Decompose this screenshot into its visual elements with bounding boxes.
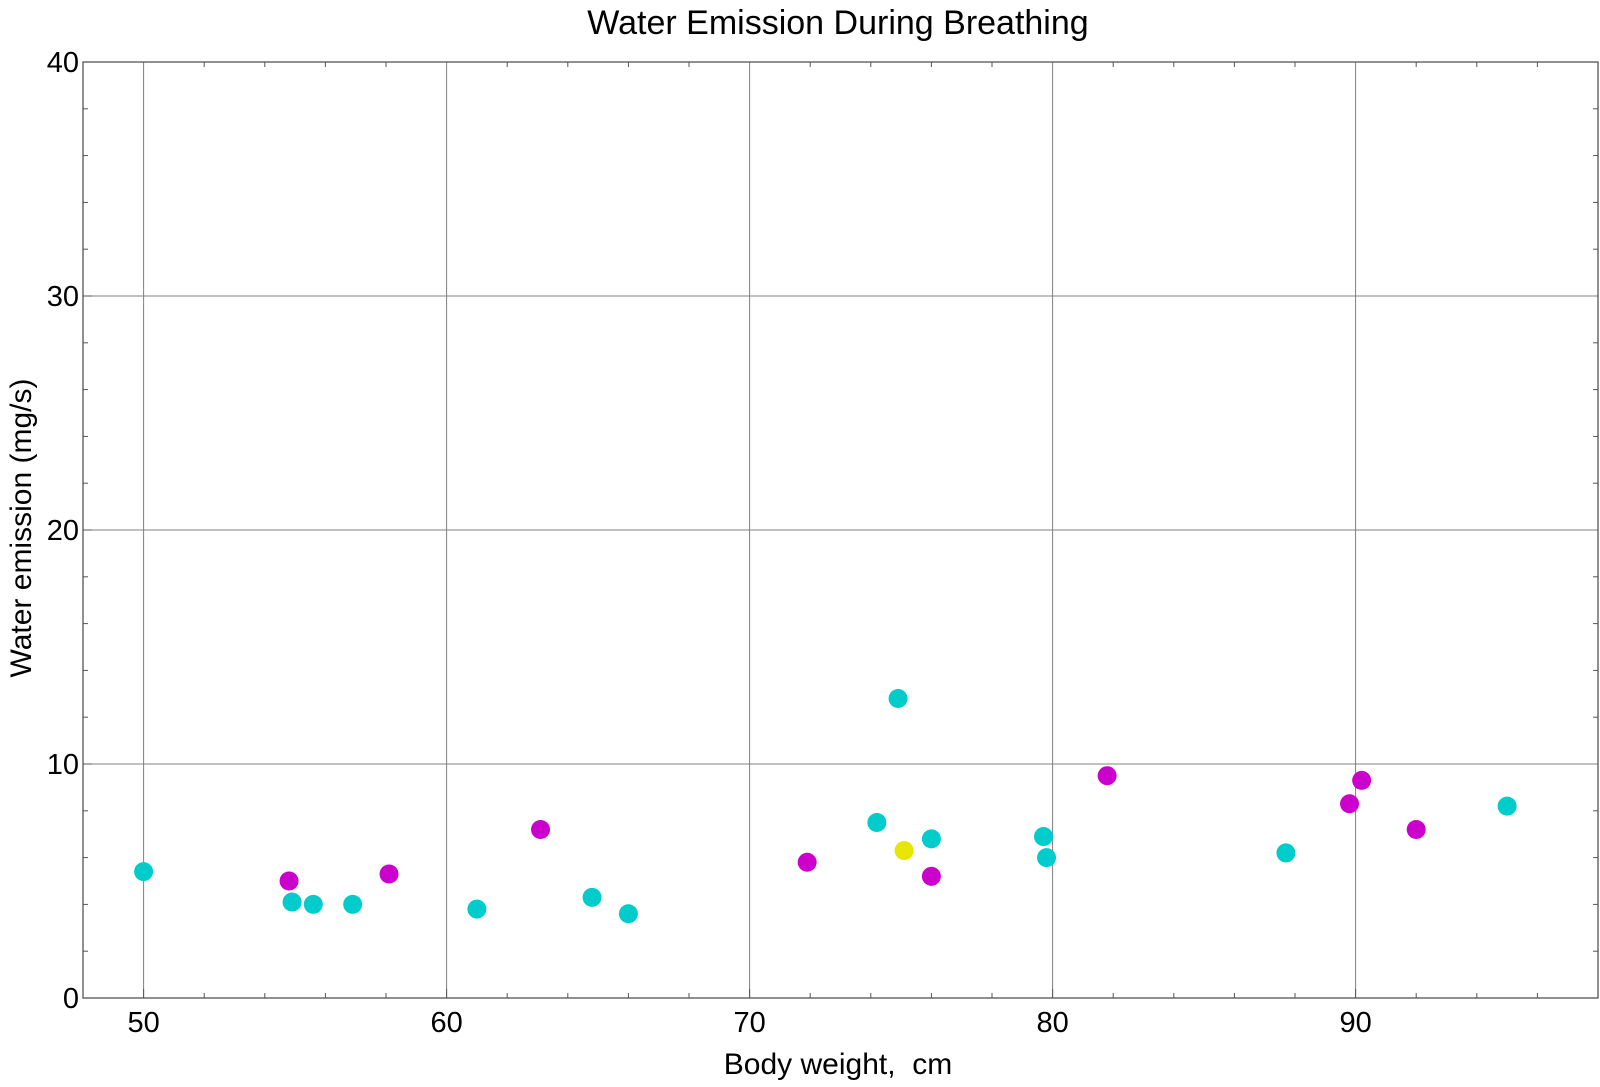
data-point-series-1 [303,894,323,914]
data-point-series-1 [582,887,602,907]
data-point-series-2 [1340,794,1360,814]
data-point-series-3 [894,841,914,861]
data-point-series-1 [1034,827,1054,847]
data-point-series-2 [279,871,299,891]
data-point-series-1 [1037,848,1057,868]
x-axis-label: Body weight, cm [724,1048,952,1081]
data-point-series-1 [343,894,363,914]
y-tick-label: 10 [47,749,79,781]
data-point-series-2 [1352,770,1372,790]
data-point-series-1 [888,688,908,708]
data-point-series-1 [467,899,487,919]
y-tick-label: 0 [63,983,79,1015]
y-tick-label: 20 [47,515,79,547]
data-point-series-2 [531,820,551,840]
x-tick-label: 70 [733,1007,765,1039]
y-tick-label: 30 [47,281,79,313]
data-point-series-1 [1276,843,1296,863]
minor-ticks [82,62,1599,998]
y-axis-label: Water emission (mg/s) [5,379,38,678]
data-point-series-2 [797,852,817,872]
y-tick-label: 40 [47,47,79,79]
y-axis-ticks: 0 10 20 30 40 [47,47,92,1015]
data-point-series-1 [134,862,154,882]
x-tick-label: 50 [127,1007,159,1039]
data-point-series-1 [282,892,302,912]
data-point-series-1 [921,829,941,849]
data-point-series-2 [1406,820,1426,840]
data-point-series-1 [867,813,887,832]
x-axis-ticks: 50 60 70 80 90 [127,989,1372,1039]
data-point-series-1 [618,904,638,924]
x-tick-label: 90 [1339,1007,1371,1039]
grid-lines [83,62,1598,998]
data-point-series-2 [379,864,399,884]
chart-title: Water Emission During Breathing [587,4,1088,42]
x-tick-label: 60 [430,1007,462,1039]
data-points [134,688,1517,924]
data-point-series-1 [1497,796,1517,816]
x-tick-label: 80 [1036,1007,1068,1039]
data-point-series-2 [1097,766,1117,786]
data-point-series-2 [921,866,941,886]
